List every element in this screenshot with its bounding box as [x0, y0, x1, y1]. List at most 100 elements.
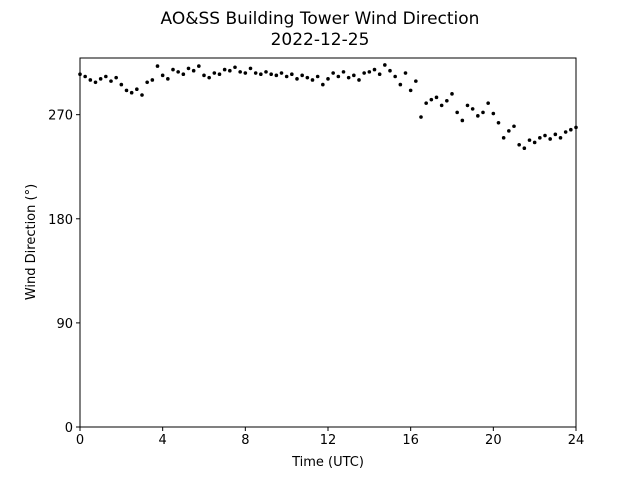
data-point [222, 67, 227, 72]
data-point [124, 88, 129, 93]
data-point [93, 80, 98, 85]
plot-frame [79, 57, 577, 428]
data-point [522, 146, 527, 151]
data-point [228, 68, 232, 73]
data-point [191, 68, 196, 73]
data-point [455, 110, 459, 115]
chart-title: AO&SS Building Tower Wind Direction [161, 9, 480, 29]
data-point [295, 77, 299, 81]
data-point [501, 136, 506, 140]
data-point [481, 110, 485, 115]
data-point [217, 72, 222, 76]
data-point [181, 72, 186, 76]
data-point [398, 82, 403, 87]
data-point [176, 70, 180, 74]
data-point [527, 138, 532, 142]
data-point [517, 142, 521, 147]
y-tick-label: 180 [48, 213, 73, 228]
data-point [434, 95, 439, 100]
data-point [145, 80, 149, 85]
data-point [248, 66, 253, 71]
data-point [393, 74, 397, 79]
data-point [119, 82, 124, 87]
data-point [160, 73, 165, 78]
data-point [388, 68, 392, 73]
data-point [429, 97, 434, 102]
x-axis-label: Time (UTC) [291, 455, 364, 470]
data-point [470, 107, 475, 111]
data-point [414, 79, 418, 83]
data-point [155, 64, 160, 68]
data-point [569, 127, 573, 132]
y-tick-label: 270 [48, 109, 73, 124]
data-point [135, 87, 139, 92]
data-point [336, 74, 341, 79]
chart-subtitle: 2022-12-25 [271, 30, 370, 50]
data-point [383, 63, 387, 67]
data-point [171, 67, 175, 72]
data-point [352, 73, 356, 78]
data-point [460, 118, 465, 123]
data-point [450, 92, 454, 96]
data-point [279, 71, 284, 75]
data-point [274, 73, 279, 78]
data-point [259, 72, 263, 76]
data-point [507, 129, 511, 133]
data-point [496, 120, 501, 125]
x-tick-label: 4 [159, 433, 167, 448]
x-tick-label: 24 [568, 433, 585, 448]
data-point [341, 70, 346, 74]
x-tick-label: 16 [402, 433, 419, 448]
data-point [362, 71, 366, 75]
data-point [367, 70, 372, 74]
data-point [377, 72, 382, 76]
x-tick-label: 20 [485, 433, 502, 448]
data-point [563, 130, 568, 134]
x-tick-label: 0 [76, 433, 84, 448]
x-tick-label: 8 [241, 433, 249, 448]
data-point [558, 136, 563, 140]
data-point [88, 78, 93, 82]
data-point [408, 88, 413, 93]
data-point [548, 137, 552, 141]
data-point [512, 124, 516, 129]
data-point [346, 75, 351, 80]
data-point [238, 70, 242, 74]
data-point [264, 70, 268, 74]
data-point [305, 75, 310, 80]
data-point [538, 136, 542, 140]
data-point [290, 72, 294, 76]
data-point [439, 103, 444, 108]
y-tick-label: 0 [65, 421, 73, 436]
data-point [357, 78, 361, 82]
data-point [140, 93, 144, 97]
data-point [321, 82, 325, 87]
data-point [403, 71, 408, 75]
data-point [300, 73, 304, 78]
data-point [253, 71, 258, 75]
y-axis-label: Wind Direction (°) [24, 184, 39, 300]
data-point [486, 101, 490, 105]
data-point [315, 74, 320, 79]
data-point [310, 78, 315, 82]
data-point [491, 111, 496, 116]
data-point [207, 75, 211, 80]
data-point [186, 66, 191, 71]
data-point [476, 114, 480, 118]
data-point [98, 77, 103, 81]
data-point [532, 140, 537, 145]
data-point [331, 71, 335, 75]
data-point [233, 65, 237, 70]
data-point [104, 74, 108, 79]
data-point [543, 133, 547, 138]
data-point [553, 132, 558, 137]
data-point [284, 74, 289, 79]
data-point [212, 71, 217, 75]
x-tick-label: 12 [320, 433, 337, 448]
data-point [424, 101, 428, 105]
data-point [372, 67, 377, 72]
data-point [445, 98, 449, 103]
data-point [326, 77, 330, 81]
